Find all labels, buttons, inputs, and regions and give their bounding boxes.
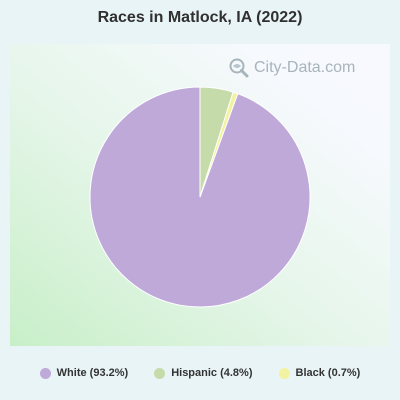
legend-item-hispanic: Hispanic (4.8%) [154, 367, 253, 379]
legend-swatch [154, 367, 166, 379]
legend: White (93.2%) Hispanic (4.8%) Black (0.7%) [0, 364, 400, 382]
legend-label: Black (0.7%) [295, 367, 361, 379]
watermark-text: City-Data.com [254, 59, 356, 76]
legend-label: White (93.2%) [56, 367, 129, 379]
legend-item-black: Black (0.7%) [278, 367, 361, 379]
legend-swatch [39, 367, 51, 379]
legend-swatch [278, 367, 290, 379]
watermark: City-Data.com [228, 56, 355, 80]
legend-label: Hispanic (4.8%) [171, 367, 253, 379]
chart-title: Races in Matlock, IA (2022) [97, 9, 303, 26]
pie-slice-black [199, 91, 239, 198]
magnifier-globe-icon [229, 58, 249, 78]
legend-item-white: White (93.2%) [39, 367, 129, 379]
